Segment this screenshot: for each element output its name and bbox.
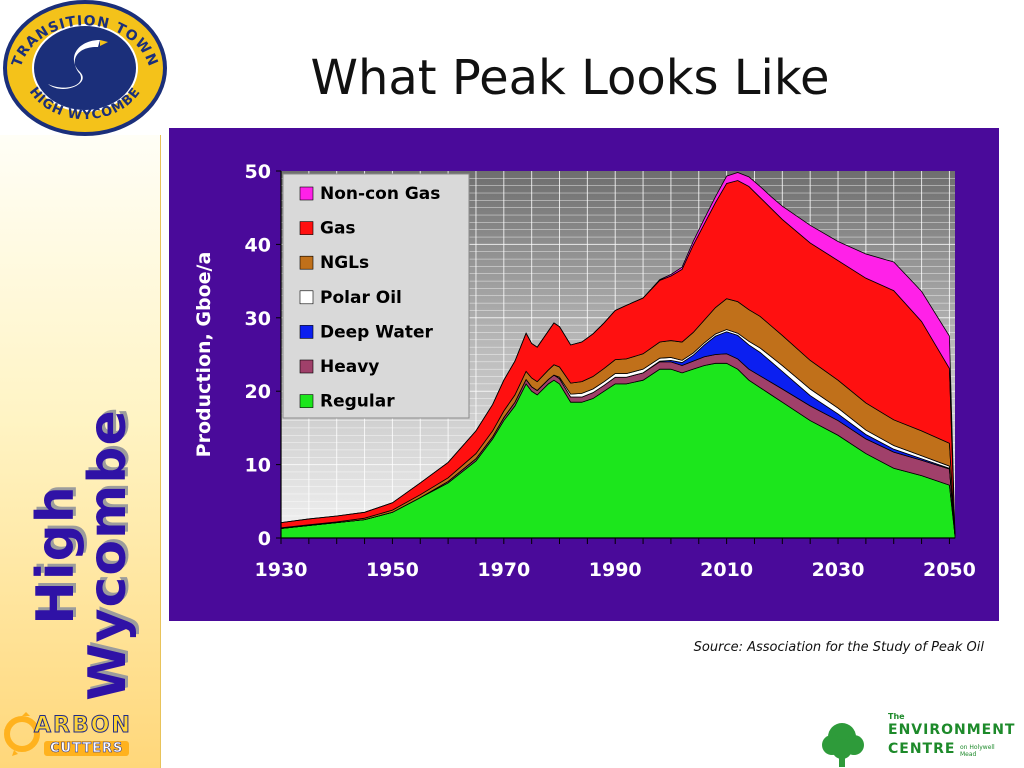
- y-axis-label: Production, Gboe/a: [193, 252, 215, 458]
- legend-label-gas: Gas: [320, 219, 356, 239]
- legend-swatch-deep-water: [299, 325, 314, 339]
- legend-label-heavy: Heavy: [320, 357, 379, 377]
- x-tick-label: 1930: [255, 559, 308, 581]
- transition-town-logo-graphic: TRANSITION TOWN HIGH WYCOMBE: [3, 0, 167, 136]
- y-tick-label: 0: [258, 528, 271, 550]
- x-tick-label: 2030: [812, 559, 865, 581]
- carbon-cutters-logo: [4, 712, 40, 756]
- x-tick-label: 2050: [923, 559, 976, 581]
- cutters-logo-text: CUTTERS: [44, 741, 130, 756]
- legend-swatch-heavy: [299, 359, 314, 374]
- legend-label-deep-water: Deep Water: [320, 322, 434, 342]
- x-tick-label: 1950: [366, 559, 419, 581]
- x-tick-label: 1970: [477, 559, 530, 581]
- y-tick-label: 30: [245, 308, 271, 330]
- y-tick-label: 50: [245, 161, 271, 183]
- side-band: [0, 135, 161, 768]
- slide-title: What Peak Looks Like: [310, 50, 830, 106]
- side-title-line2: Wycombe: [78, 409, 138, 701]
- stacked-areas: [280, 172, 956, 539]
- legend-label-non-con-gas: Non-con Gas: [320, 184, 440, 204]
- environment-centre-logo: [822, 723, 864, 767]
- env-logo-line2: CENTRE: [888, 741, 956, 757]
- x-tick-label: 1990: [589, 559, 642, 581]
- y-tick-label: 20: [245, 381, 271, 403]
- env-logo-line1: ENVIRONMENT: [888, 722, 1016, 738]
- transition-town-logo: TRANSITION TOWN HIGH WYCOMBE: [2, 0, 168, 136]
- legend-label-regular: Regular: [320, 392, 395, 412]
- legend-label-polar-oil: Polar Oil: [320, 288, 402, 308]
- legend-label-ngls: NGLs: [320, 253, 369, 273]
- side-title-line1: High: [26, 485, 86, 625]
- source-note: Source: Association for the Study of Pea…: [693, 640, 984, 655]
- y-tick-label: 40: [245, 234, 271, 256]
- legend-swatch-ngls: [299, 255, 314, 270]
- side-title: High Wycombe: [26, 409, 138, 701]
- legend-swatch-non-con-gas: [299, 186, 314, 201]
- swan-shape: [48, 40, 100, 89]
- legend: Non-con Gas Gas NGLs Polar Oil Deep Water Hea…: [282, 173, 470, 419]
- legend-swatch-gas: [299, 221, 314, 235]
- env-logo-the: The: [888, 712, 905, 721]
- x-tick-label: 2010: [700, 559, 753, 581]
- legend-swatch-regular: [299, 394, 314, 408]
- gear-icon: [4, 716, 40, 752]
- carbon-logo-text: ARBON: [34, 713, 132, 739]
- legend-swatch-polar-oil: [299, 290, 314, 305]
- chart-svg: 1930 1950 1970 1990 2010 2030 205001020304050 …: [193, 161, 976, 581]
- area-non-con-gas: [280, 172, 956, 536]
- legend-box: [282, 173, 470, 419]
- chart-panel: 1930 1950 1970 1990 2010 2030 2050 0 10 20 30 40 50 …: [169, 128, 999, 621]
- env-logo-small: on Holywell Mead: [960, 744, 995, 758]
- y-tick-label: 10: [245, 455, 271, 477]
